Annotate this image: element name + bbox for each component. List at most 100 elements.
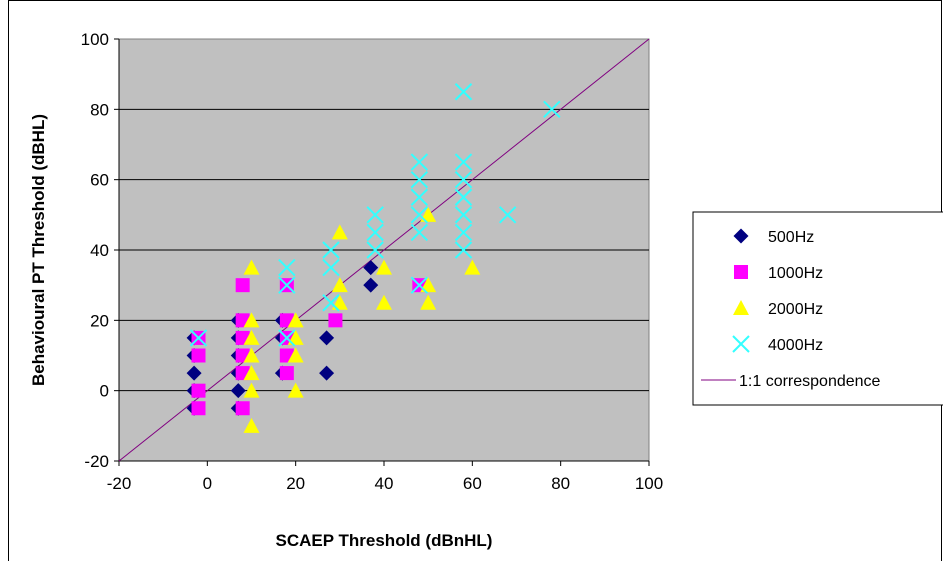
y-tick-label: 60 bbox=[90, 171, 109, 190]
point-2000hz bbox=[243, 365, 260, 381]
point-2000hz bbox=[243, 259, 260, 275]
point-500hz bbox=[319, 365, 335, 381]
point-4000hz bbox=[278, 258, 296, 277]
x-stroke bbox=[498, 206, 517, 224]
point-4000hz bbox=[454, 241, 473, 259]
y-tick-label: 100 bbox=[81, 30, 109, 49]
point-2000hz bbox=[464, 259, 481, 275]
x-stroke bbox=[410, 206, 429, 224]
point-4000hz bbox=[366, 223, 384, 242]
point-4000hz bbox=[410, 170, 429, 189]
point-2000hz bbox=[287, 382, 304, 398]
point-1000hz bbox=[191, 401, 206, 416]
point-2000hz bbox=[243, 329, 260, 345]
x-tick-label: 60 bbox=[463, 474, 482, 493]
point-2000hz bbox=[420, 206, 437, 222]
point-4000hz bbox=[322, 241, 340, 259]
x-tick-label: 80 bbox=[551, 474, 570, 493]
point-4000hz bbox=[454, 83, 473, 101]
point-2000hz bbox=[287, 329, 304, 345]
x-stroke bbox=[322, 294, 340, 312]
point-2000hz bbox=[287, 347, 304, 363]
x-stroke bbox=[543, 100, 561, 119]
point-4000hz bbox=[410, 153, 429, 171]
point-4000hz bbox=[454, 153, 473, 171]
x-stroke bbox=[410, 188, 429, 206]
y-axis-label: Behavioural PT Threshold (dBHL) bbox=[29, 114, 48, 386]
point-1000hz bbox=[191, 348, 206, 363]
x-stroke bbox=[454, 153, 473, 171]
x-axis-label: SCAEP Threshold (dBnHL) bbox=[276, 531, 493, 550]
point-4000hz bbox=[366, 241, 384, 259]
x-stroke bbox=[454, 223, 473, 242]
point-4000hz bbox=[543, 100, 561, 119]
point-2000hz bbox=[243, 347, 260, 363]
x-stroke bbox=[278, 329, 296, 347]
point-4000hz bbox=[410, 223, 429, 242]
point-4000hz bbox=[498, 206, 517, 224]
x-stroke bbox=[410, 223, 429, 242]
legend-label-4000hz: 4000Hz bbox=[768, 337, 823, 354]
point-4000hz bbox=[454, 188, 473, 206]
x-stroke bbox=[278, 258, 296, 277]
x-stroke bbox=[366, 241, 384, 259]
x-stroke bbox=[366, 223, 384, 242]
legend-swatch-4000hz bbox=[732, 335, 750, 353]
legend-label-500hz: 500Hz bbox=[768, 229, 814, 246]
point-500hz bbox=[363, 277, 379, 293]
point-2000hz bbox=[243, 312, 260, 328]
point-4000hz bbox=[189, 329, 208, 347]
point-1000hz bbox=[235, 278, 250, 293]
x-tick-label: 100 bbox=[635, 474, 663, 493]
x-stroke bbox=[454, 241, 473, 259]
point-500hz bbox=[319, 330, 335, 346]
legend-swatch-500hz bbox=[733, 228, 749, 244]
x-stroke bbox=[454, 83, 473, 101]
point-500hz bbox=[363, 260, 379, 276]
point-4000hz bbox=[322, 258, 340, 277]
legend-label-1-1-correspondence: 1:1 correspondence bbox=[739, 373, 881, 390]
point-4000hz bbox=[410, 206, 429, 224]
x-stroke bbox=[278, 276, 296, 294]
point-4000hz bbox=[278, 276, 296, 294]
x-stroke bbox=[366, 206, 384, 224]
x-stroke bbox=[454, 188, 473, 206]
point-2000hz bbox=[376, 294, 392, 310]
x-tick-label: 20 bbox=[286, 474, 305, 493]
x-tick-label: -20 bbox=[107, 474, 132, 493]
point-2000hz bbox=[243, 417, 260, 433]
point-1000hz bbox=[279, 366, 294, 381]
point-4000hz bbox=[410, 188, 429, 206]
legend: 500Hz 1000Hz 2000Hz 4000Hz 1:1 correspondenc… bbox=[692, 211, 943, 406]
x-stroke bbox=[454, 206, 473, 224]
legend-label-1000hz: 1000Hz bbox=[768, 265, 823, 282]
data-points bbox=[186, 83, 561, 433]
x-stroke bbox=[410, 153, 429, 171]
point-4000hz bbox=[454, 223, 473, 242]
point-4000hz bbox=[454, 206, 473, 224]
y-tick-label: 0 bbox=[100, 382, 109, 401]
point-4000hz bbox=[454, 170, 473, 189]
x-stroke bbox=[410, 170, 429, 189]
legend-box bbox=[692, 211, 943, 406]
point-2000hz bbox=[243, 382, 260, 398]
x-tick-label: 40 bbox=[375, 474, 394, 493]
diagonal-line-layer bbox=[118, 38, 650, 462]
legend-label-2000hz: 2000Hz bbox=[768, 301, 823, 318]
point-4000hz bbox=[410, 276, 429, 294]
point-4000hz bbox=[278, 329, 296, 347]
point-1000hz bbox=[235, 401, 250, 416]
correspondence-line bbox=[118, 38, 650, 462]
y-tick-label: 20 bbox=[90, 311, 109, 330]
x-stroke bbox=[410, 276, 429, 294]
x-stroke bbox=[189, 329, 208, 347]
point-500hz bbox=[186, 365, 202, 381]
y-tick-label: -20 bbox=[84, 452, 109, 471]
legend-swatch-1000hz bbox=[734, 265, 748, 279]
point-2000hz bbox=[420, 294, 437, 310]
point-2000hz bbox=[331, 294, 348, 310]
x-stroke bbox=[454, 170, 473, 189]
point-4000hz bbox=[366, 206, 384, 224]
x-stroke bbox=[322, 241, 340, 259]
